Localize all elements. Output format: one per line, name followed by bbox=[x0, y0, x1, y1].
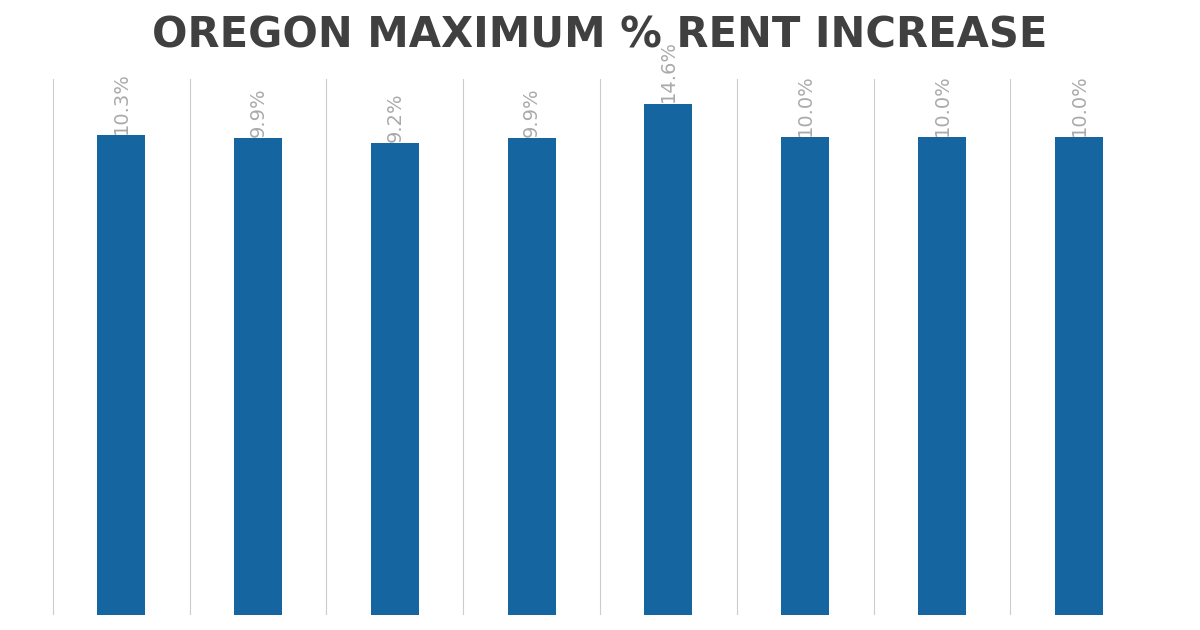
Text: 10.0%: 10.0% bbox=[932, 74, 952, 136]
Bar bbox=[644, 103, 692, 615]
Title: OREGON MAXIMUM % RENT INCREASE: OREGON MAXIMUM % RENT INCREASE bbox=[152, 15, 1048, 57]
Bar bbox=[781, 137, 829, 615]
Text: 9.2%: 9.2% bbox=[385, 92, 404, 142]
Text: 10.0%: 10.0% bbox=[1069, 74, 1088, 136]
Bar bbox=[234, 138, 282, 615]
Text: 10.0%: 10.0% bbox=[796, 74, 815, 136]
Text: 14.6%: 14.6% bbox=[659, 40, 678, 102]
Text: 10.3%: 10.3% bbox=[112, 72, 131, 134]
Text: 9.9%: 9.9% bbox=[522, 87, 541, 137]
Bar bbox=[371, 143, 419, 615]
Bar bbox=[1055, 137, 1103, 615]
Bar bbox=[508, 138, 556, 615]
Bar bbox=[97, 135, 145, 615]
Text: 9.9%: 9.9% bbox=[248, 87, 268, 137]
Bar bbox=[918, 137, 966, 615]
